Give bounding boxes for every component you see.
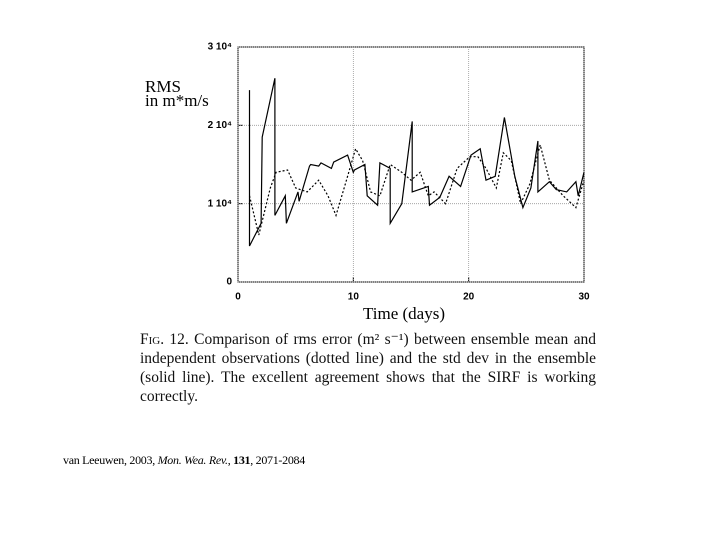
caption: Fig. 12. Comparison of rms error (m² s⁻¹… — [140, 330, 596, 406]
caption-text: Comparison of rms error (m² s⁻¹) between… — [140, 331, 597, 405]
citation-pages: , 2071-2084 — [250, 453, 305, 467]
citation-journal: Mon. Wea. Rev. — [157, 453, 228, 467]
citation-authors: van Leeuwen, 2003, — [63, 453, 155, 467]
x-label: Time (days) — [363, 304, 445, 323]
x-tick-label: 0 — [235, 292, 241, 303]
citation-sep: , — [227, 453, 231, 467]
y-tick-label: 3 10⁴ — [208, 42, 232, 53]
y-tick-label: 0 — [226, 277, 232, 288]
y-label: in m*m/s — [145, 91, 209, 110]
citation: van Leeuwen, 2003, Mon. Wea. Rev., 131, … — [63, 453, 305, 468]
x-tick-label: 10 — [348, 292, 360, 303]
y-tick-label: 2 10⁴ — [208, 120, 232, 131]
y-tick-label: 1 10⁴ — [208, 198, 232, 209]
y-label: RMS — [145, 77, 181, 96]
x-tick-label: 20 — [463, 292, 475, 303]
x-tick-label: 30 — [578, 292, 590, 303]
series-line — [248, 78, 585, 247]
citation-volume: 131 — [233, 453, 251, 467]
plot-frame — [237, 46, 585, 283]
caption-label: Fig. 12. — [140, 331, 189, 348]
